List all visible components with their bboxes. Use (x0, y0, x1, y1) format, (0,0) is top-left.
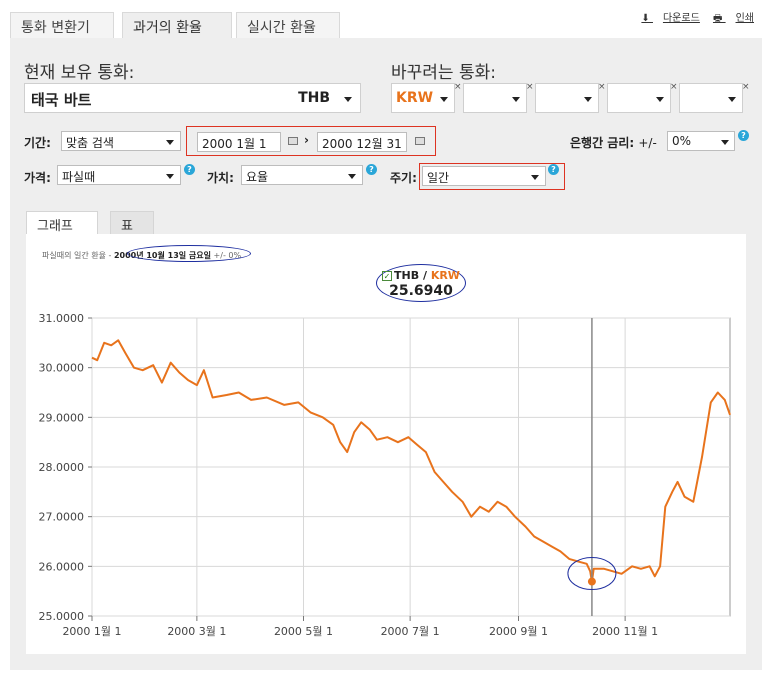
tab-label: 통화 변환기 (21, 20, 90, 36)
chevron-down-icon (440, 97, 448, 102)
x-tick-label: 2000 7월 1 (381, 625, 440, 638)
to-currency-select-5[interactable] (679, 83, 743, 113)
tab-realtime[interactable]: 실시간 환율 (236, 12, 340, 38)
chevron-down-icon (348, 174, 356, 179)
tab-label: 과거의 환율 (133, 20, 202, 36)
to-currency-select-2[interactable] (463, 83, 527, 113)
date-highlight-oval (127, 245, 251, 262)
start-date-input[interactable]: 2000 1월 1 (197, 132, 281, 152)
chevron-down-icon (721, 140, 729, 145)
frequency-label: 주기: (390, 171, 417, 185)
tab-label: 그래프 (37, 219, 73, 234)
y-tick-label: 25.0000 (39, 610, 85, 623)
interbank-label: 은행간 금리: +/- (570, 136, 657, 150)
x-tick-label: 2000 5월 1 (274, 625, 333, 638)
line-chart[interactable]: 31.0000 30.0000 29.0000 28.0000 27.0000 26.00… (26, 234, 746, 654)
value-select[interactable]: 요율 (241, 165, 363, 185)
legend-value: 25.6940 (389, 283, 453, 299)
remove-currency-icon[interactable]: × (598, 82, 606, 92)
frequency-highlight (419, 163, 565, 190)
highlight-point (587, 577, 596, 586)
chevron-down-icon (166, 140, 174, 145)
to-currency-select-1[interactable]: KRW (391, 83, 455, 113)
chevron-down-icon (728, 97, 736, 102)
value-select-value: 요율 (246, 170, 269, 184)
remove-currency-icon[interactable]: × (454, 82, 462, 92)
chevron-down-icon (531, 175, 539, 180)
price-select[interactable]: 파실때 (57, 165, 181, 185)
to-currency-code: KRW (396, 90, 434, 106)
checkbox-icon[interactable]: ✓ (382, 271, 393, 281)
chart-area: 파실때의 일간 환율 - 2000년 10월 13일 금요일 +/- 0% ✓ T… (26, 234, 746, 654)
tab-bar: 통화 변환기 과거의 환율 실시간 환율 ⬇ 다운로드 🖶 인쇄 (0, 0, 774, 38)
from-currency-select[interactable]: 태국 바트 THB (24, 83, 361, 113)
from-label: 현재 보유 통화: (24, 63, 135, 83)
tab-converter[interactable]: 통화 변환기 (10, 12, 114, 38)
x-tick-label: 2000 11월 1 (592, 625, 658, 638)
help-icon[interactable]: ? (366, 164, 377, 175)
legend-series-label: ✓ THB / KRW (382, 269, 460, 282)
x-tick-label: 2000 3월 1 (167, 625, 226, 638)
price-label: 가격: (24, 171, 51, 185)
tab-label: 실시간 환율 (247, 20, 316, 36)
highlight-oval (567, 557, 617, 591)
arrow-right-icon: › (304, 133, 309, 147)
y-tick-label: 31.0000 (39, 312, 85, 325)
frequency-select[interactable]: 일간 (422, 166, 546, 186)
top-links: ⬇ 다운로드 🖶 인쇄 (631, 9, 754, 28)
calendar-icon[interactable] (288, 137, 298, 145)
legend-highlight-oval (376, 264, 466, 302)
price-select-value: 파실때 (62, 170, 96, 184)
chevron-down-icon (166, 174, 174, 179)
remove-currency-icon[interactable]: × (526, 82, 534, 92)
from-currency-code: THB (298, 90, 330, 106)
tab-label: 표 (121, 219, 133, 234)
help-icon[interactable]: ? (738, 130, 749, 141)
to-label: 바꾸려는 통화: (391, 63, 496, 83)
y-tick-label: 27.0000 (39, 511, 85, 524)
interbank-rate-value: 0% (672, 134, 692, 148)
main-panel: 현재 보유 통화: 바꾸려는 통화: 태국 바트 THB KRW × × × ×… (10, 38, 762, 670)
tab-historical[interactable]: 과거의 환율 (122, 12, 232, 38)
y-tick-label: 29.0000 (39, 411, 85, 424)
to-currency-select-4[interactable] (607, 83, 671, 113)
from-currency-name: 태국 바트 (31, 91, 92, 109)
x-tick-label: 2000 1월 1 (62, 625, 121, 638)
help-icon[interactable]: ? (184, 164, 195, 175)
chart-legend[interactable]: ✓ THB / KRW 25.6940 (376, 264, 466, 302)
period-label: 기간: (24, 136, 51, 150)
remove-currency-icon[interactable]: × (742, 82, 750, 92)
y-tick-label: 26.0000 (39, 560, 85, 573)
tab-graph[interactable]: 그래프 (26, 211, 98, 234)
series-line-thb-krw (91, 339, 731, 583)
value-label: 가치: (207, 171, 234, 185)
remove-currency-icon[interactable]: × (670, 82, 678, 92)
x-tick-label: 2000 9월 1 (489, 625, 548, 638)
frequency-select-value: 일간 (427, 171, 450, 185)
help-icon[interactable]: ? (548, 164, 559, 175)
chevron-down-icon (344, 97, 352, 102)
to-currency-select-3[interactable] (535, 83, 599, 113)
chevron-down-icon (584, 97, 592, 102)
calendar-icon[interactable] (415, 137, 425, 145)
download-link[interactable]: ⬇ 다운로드 (641, 13, 700, 24)
print-link[interactable]: 🖶 인쇄 (712, 13, 754, 24)
chevron-down-icon (656, 97, 664, 102)
end-date-input[interactable]: 2000 12월 31 (317, 132, 407, 152)
period-select[interactable]: 맞춤 검색 (61, 131, 181, 151)
interbank-rate-select[interactable]: 0% (667, 131, 735, 151)
period-select-value: 맞춤 검색 (66, 136, 114, 150)
y-tick-label: 30.0000 (39, 362, 85, 375)
chevron-down-icon (512, 97, 520, 102)
date-range-group: 2000 1월 1 › 2000 12월 31 (186, 126, 436, 156)
y-tick-label: 28.0000 (39, 461, 85, 474)
tab-table[interactable]: 표 (110, 211, 154, 234)
